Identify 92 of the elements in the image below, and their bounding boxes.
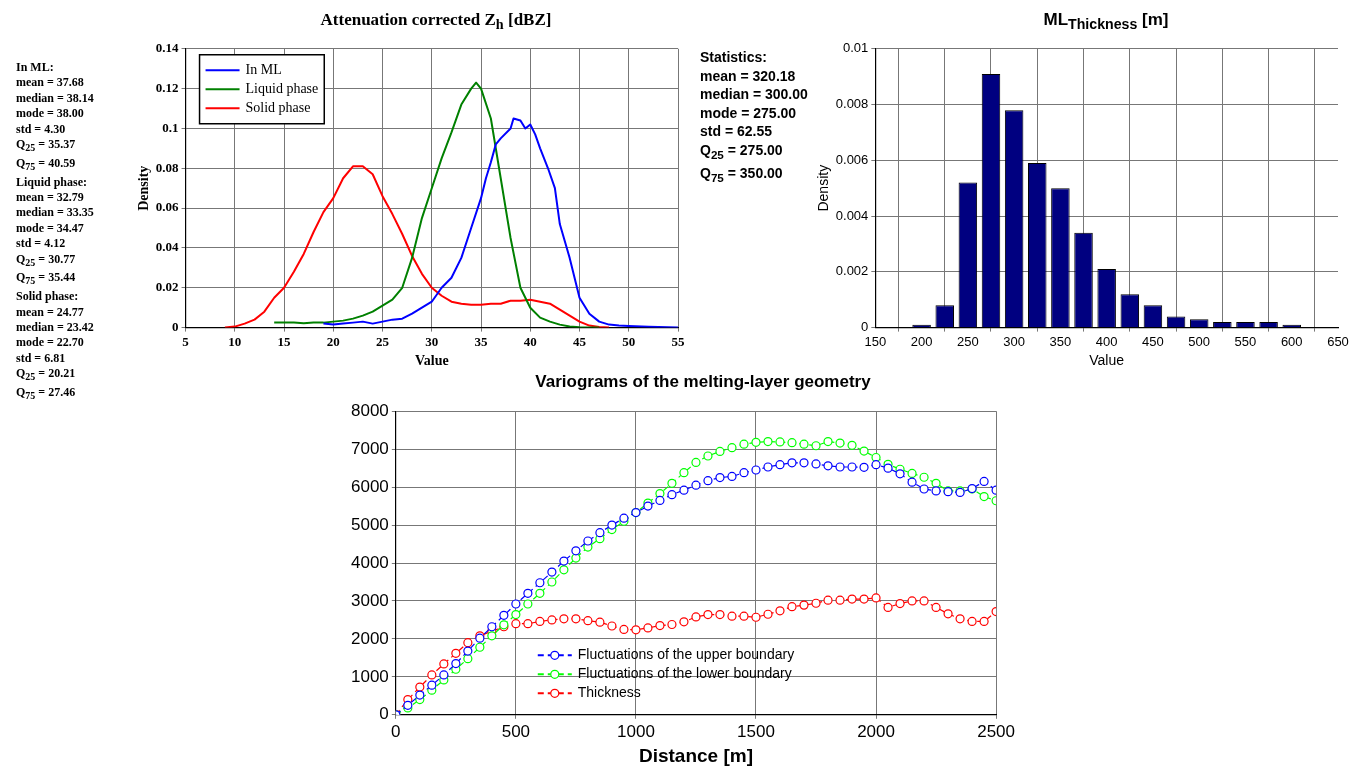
y-tick-label: 3000 xyxy=(350,590,389,610)
x-tick-label: 500 xyxy=(1188,333,1211,349)
x-tick-label: 20 xyxy=(326,333,340,349)
text: std = 4.12 xyxy=(16,236,67,252)
x-tick-label: 40 xyxy=(523,333,537,349)
x-tick-label: 35 xyxy=(474,333,489,349)
text: mean = 37.68 xyxy=(16,75,85,91)
legend-label: Fluctuations of the lower boundary xyxy=(577,665,792,682)
y-tick-label: 0.006 xyxy=(835,151,869,167)
y-tick-label: 0.08 xyxy=(155,159,180,175)
y-tick-label: 0.002 xyxy=(835,263,869,279)
y-tick-label: 1000 xyxy=(350,666,389,686)
y-tick-label: 0 xyxy=(379,704,389,724)
x-tick-label: 150 xyxy=(864,333,887,349)
legend-label: Solid phase xyxy=(245,99,311,115)
text: std = 6.81 xyxy=(16,350,67,367)
text: median = 33.35 xyxy=(16,205,94,221)
text: Q$_{25}$ = 20.21 xyxy=(16,366,77,385)
y-tick-label: 0.14 xyxy=(155,40,180,56)
legend-label: Fluctuations of the upper boundary xyxy=(577,646,795,663)
text: mean = 320.18 xyxy=(700,66,797,85)
text: In ML: xyxy=(16,60,55,76)
x-tick-label: 250 xyxy=(957,333,979,349)
x-tick-label: 350 xyxy=(1049,333,1072,349)
y-tick-label: 0.008 xyxy=(835,96,869,112)
text: mean = 32.79 xyxy=(16,190,85,206)
x-tick-label: 400 xyxy=(1095,333,1118,349)
y-axis-title: Density xyxy=(815,164,832,212)
y-tick-label: 0 xyxy=(861,319,869,335)
text: Solid phase: xyxy=(16,289,80,305)
text: Q$_{25}$ = 275.00 xyxy=(700,140,784,163)
x-tick-label: 500 xyxy=(501,721,531,741)
x-tick-label: 1500 xyxy=(737,721,775,741)
legend-label: Liquid phase xyxy=(245,80,319,96)
x-tick-label: 650 xyxy=(1327,333,1349,349)
x-tick-label: 200 xyxy=(910,333,933,349)
text: median = 38.14 xyxy=(16,90,94,107)
x-tick-label: 15 xyxy=(277,333,292,349)
x-tick-label: 1000 xyxy=(617,721,655,741)
x-tick-label: 45 xyxy=(573,333,587,349)
chart-title: Attenuation corrected Z$_{h}$ [dBZ] xyxy=(319,10,553,34)
y-tick-label: 2000 xyxy=(350,628,389,648)
x-tick-label: 30 xyxy=(425,333,439,349)
chart-title: ML$_{Thickness}$ [m] xyxy=(1042,10,1170,33)
text: Q$_{75}$ = 35.44 xyxy=(16,270,77,289)
y-tick-label: 0.004 xyxy=(835,207,869,223)
x-tick-label: 2000 xyxy=(857,721,895,741)
text: Q$_{75}$ = 40.59 xyxy=(16,155,77,175)
text: median = 23.42 xyxy=(16,320,94,336)
text: mode = 22.70 xyxy=(16,335,85,351)
x-tick-label: 55 xyxy=(671,333,685,349)
x-tick-label: 50 xyxy=(622,333,636,349)
text: median = 300.00 xyxy=(700,85,808,104)
y-tick-label: 0.12 xyxy=(155,79,179,95)
text: mode = 34.47 xyxy=(16,220,85,237)
text: Q$_{25}$ = 30.77 xyxy=(16,251,77,271)
text: mode = 38.00 xyxy=(16,106,85,122)
x-tick-label: 600 xyxy=(1280,333,1303,349)
y-tick-label: 8000 xyxy=(350,400,389,420)
x-tick-label: 450 xyxy=(1142,333,1164,349)
text: mode = 275.00 xyxy=(700,103,798,122)
text: Q$_{75}$ = 27.46 xyxy=(16,385,77,404)
y-tick-label: 0.02 xyxy=(155,279,179,295)
text: Liquid phase: xyxy=(16,174,89,191)
text: std = 62.55 xyxy=(700,122,773,141)
y-tick-label: 4000 xyxy=(350,552,389,572)
y-tick-label: 5000 xyxy=(350,514,389,534)
x-axis-title: Distance [m] xyxy=(638,744,753,766)
y-tick-label: 0 xyxy=(172,318,179,334)
text: Statistics: xyxy=(700,48,768,67)
x-tick-label: 5 xyxy=(182,333,190,349)
x-tick-label: 550 xyxy=(1234,333,1257,349)
y-tick-label: 0.06 xyxy=(155,199,180,215)
y-tick-label: 0.04 xyxy=(155,239,180,255)
x-tick-label: 10 xyxy=(228,333,242,349)
x-axis-title: Value xyxy=(1089,352,1125,369)
legend-label: In ML xyxy=(245,61,282,77)
x-tick-label: 2500 xyxy=(977,721,1015,741)
y-axis-title: Density xyxy=(136,165,152,211)
chart-title: Variograms of the melting-layer geometry xyxy=(534,372,872,392)
legend-label: Thickness xyxy=(577,684,641,701)
text: Q$_{75}$ = 350.00 xyxy=(700,163,784,186)
x-tick-label: 25 xyxy=(376,333,390,349)
x-axis-title: Value xyxy=(414,353,449,369)
text: Q$_{25}$ = 35.37 xyxy=(16,137,77,156)
y-tick-label: 0.1 xyxy=(162,119,179,135)
text: mean = 24.77 xyxy=(16,304,85,321)
y-tick-label: 0.01 xyxy=(843,40,869,56)
y-tick-label: 7000 xyxy=(350,438,389,458)
text: std = 4.30 xyxy=(16,121,67,138)
y-tick-label: 6000 xyxy=(350,476,389,496)
x-tick-label: 300 xyxy=(1003,333,1025,349)
